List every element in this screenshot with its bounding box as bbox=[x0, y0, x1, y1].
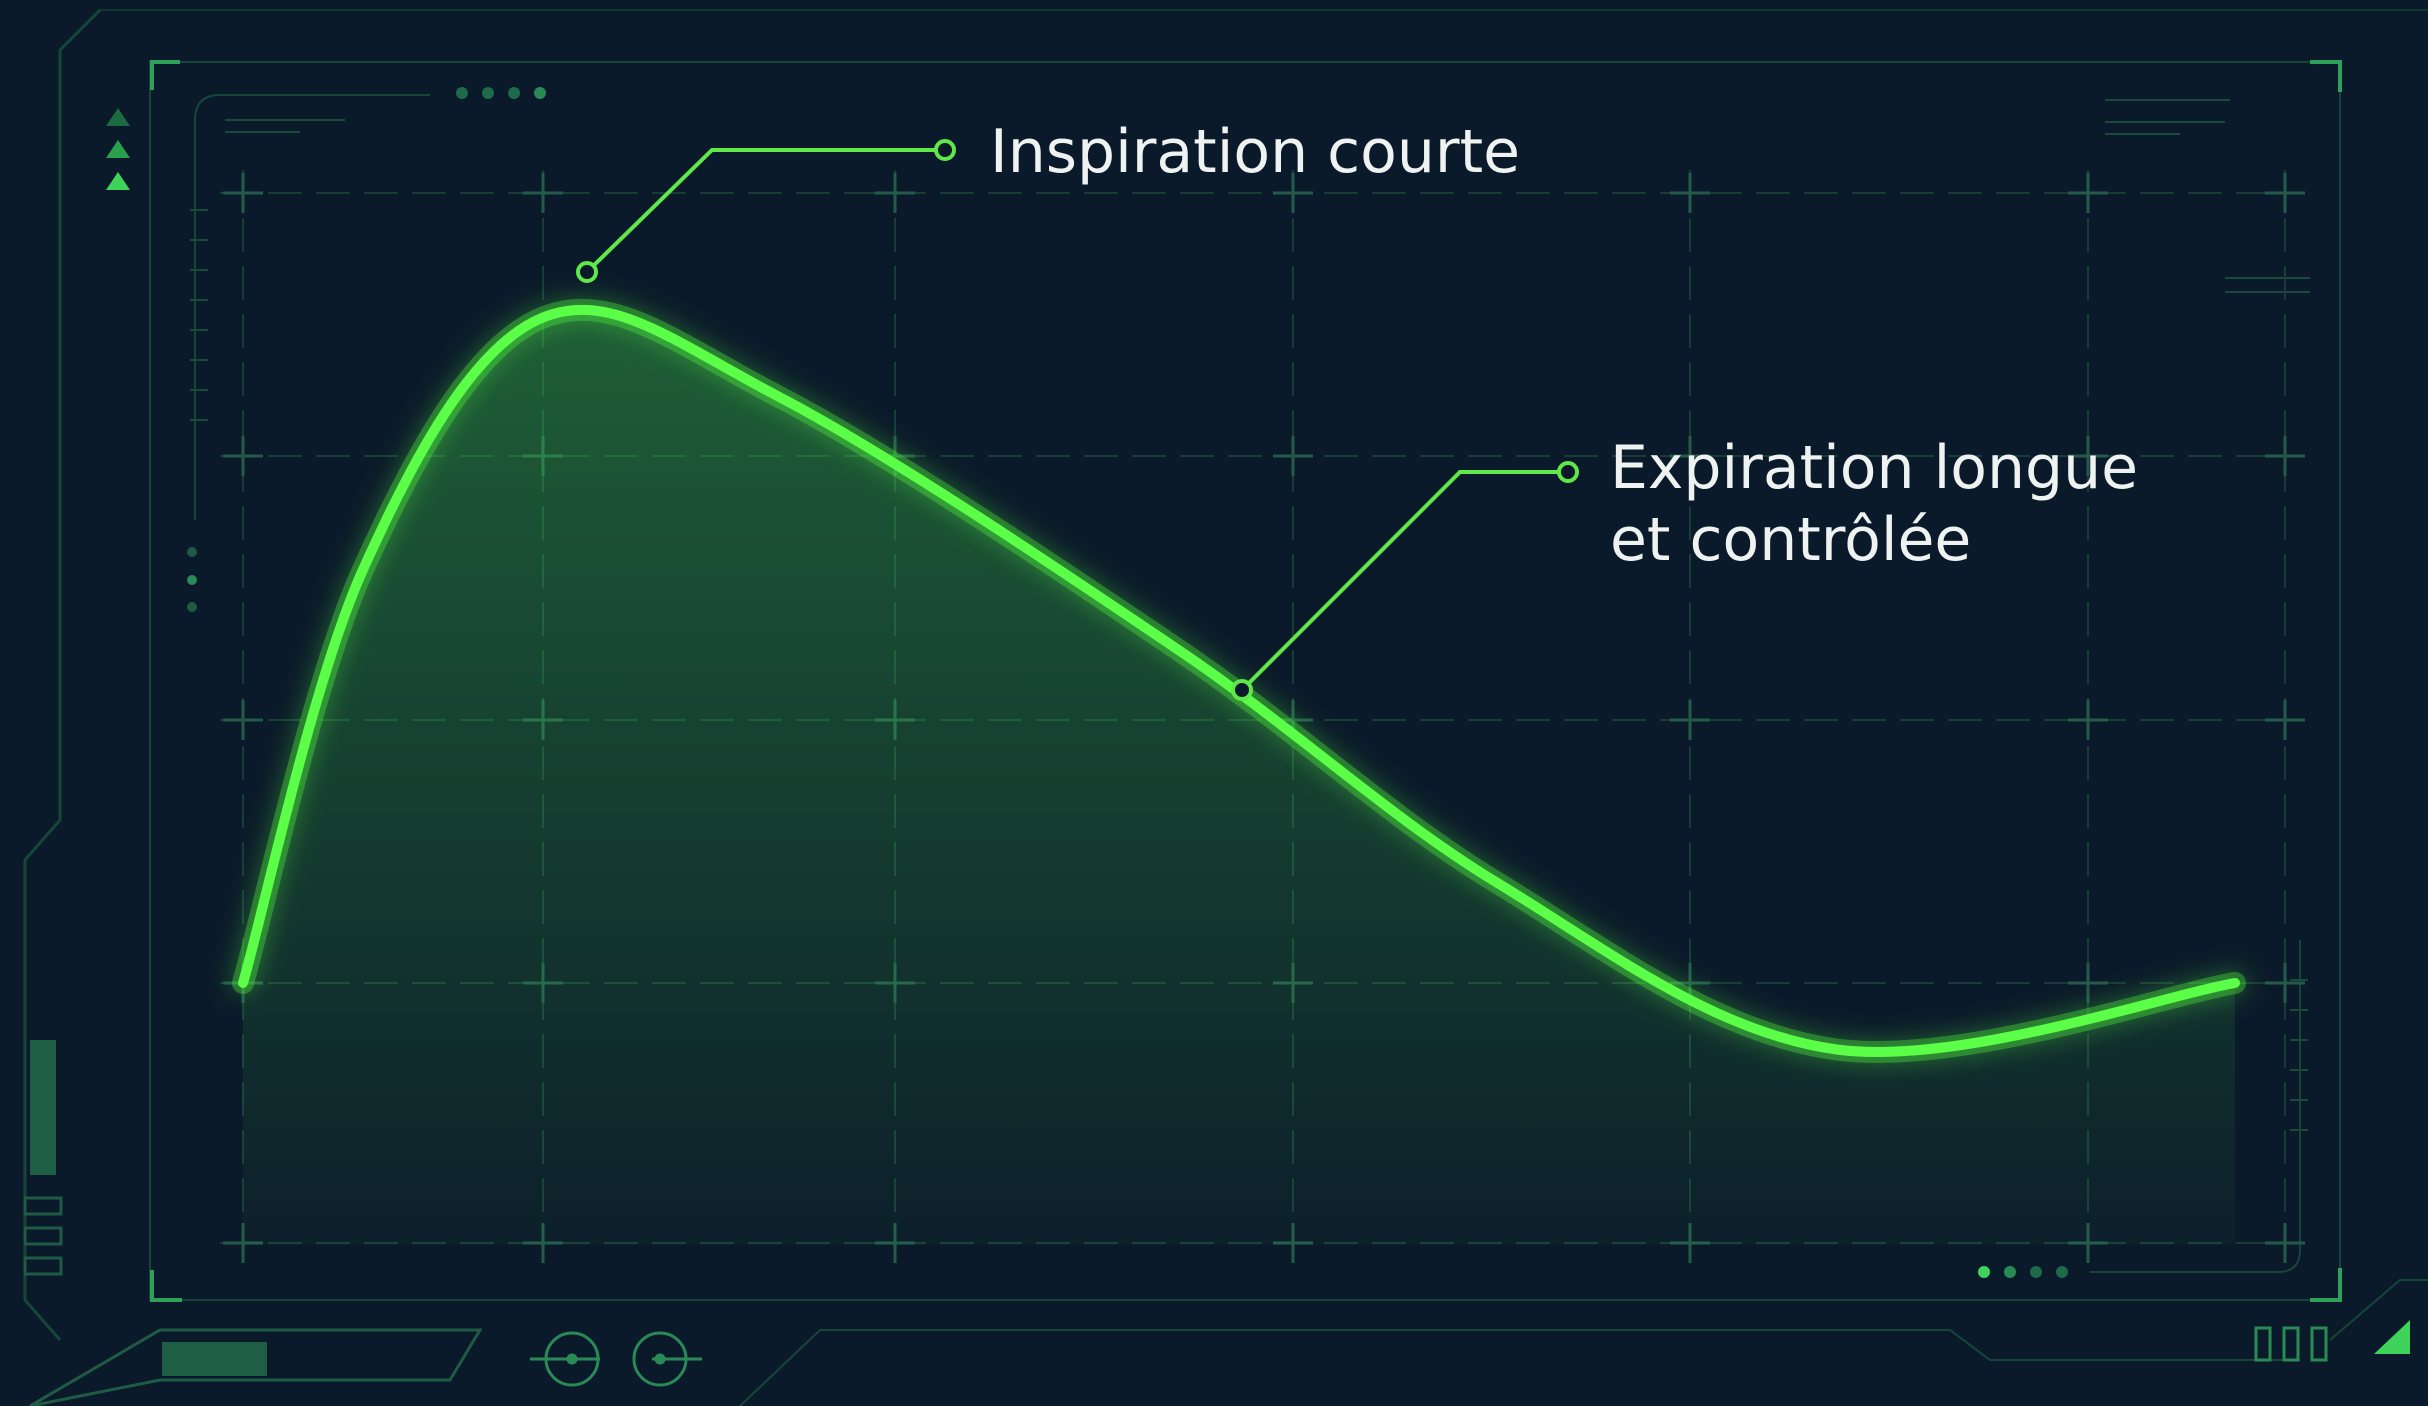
frame-corner-tr bbox=[2310, 60, 2342, 92]
grid-cross-6-3 bbox=[2265, 963, 2305, 1003]
timeline-icon-1 bbox=[530, 1331, 600, 1387]
grid-cross-6-2 bbox=[2265, 700, 2305, 740]
grid-cross-4-2 bbox=[1670, 700, 1710, 740]
triangle-icon-2 bbox=[106, 140, 130, 158]
annotation-leader-inspiration bbox=[576, 139, 956, 283]
grid-cross-5-0 bbox=[2068, 173, 2108, 213]
hud-frame bbox=[23, 8, 2428, 1406]
left-deco bbox=[23, 108, 267, 1376]
bottom-level-bar bbox=[162, 1342, 267, 1376]
right-slot-3 bbox=[2310, 1326, 2328, 1362]
side-level-bar bbox=[30, 1040, 56, 1175]
bottom-controls bbox=[530, 1320, 2410, 1387]
right-slot-2 bbox=[2282, 1326, 2300, 1362]
bottom-left-panel bbox=[29, 1328, 483, 1406]
bottom-dots bbox=[1978, 1266, 2068, 1278]
grid-cross-4-1 bbox=[1670, 436, 1710, 476]
series-area bbox=[243, 309, 2235, 1245]
side-dot-3 bbox=[187, 602, 197, 612]
side-slot-2 bbox=[23, 1226, 63, 1246]
grid-cross-6-4 bbox=[2265, 1223, 2305, 1263]
side-dot-2 bbox=[187, 575, 197, 585]
grid-cross-0-1 bbox=[223, 436, 263, 476]
grid-cross-0-0 bbox=[223, 173, 263, 213]
top-dots bbox=[456, 87, 546, 99]
grid-cross-0-2 bbox=[223, 700, 263, 740]
annotation-leader-expiration bbox=[1231, 461, 1579, 701]
grid-cross-1-0 bbox=[523, 173, 563, 213]
timeline-icon-2 bbox=[632, 1331, 702, 1387]
triangle-icon-3 bbox=[106, 172, 130, 190]
triangle-icon-1 bbox=[106, 108, 130, 126]
frame-corner-bl bbox=[150, 1270, 182, 1302]
corner-triangle-icon bbox=[2374, 1320, 2410, 1354]
grid-cross-5-2 bbox=[2068, 700, 2108, 740]
outer-left-line bbox=[23, 8, 102, 1341]
frame-corner-br bbox=[2310, 1268, 2342, 1302]
grid-cross-3-0 bbox=[1273, 173, 1313, 213]
side-slot-3 bbox=[23, 1256, 63, 1276]
annotation-expiration-line1: Expiration longue bbox=[1610, 433, 2138, 503]
right-slot-1 bbox=[2254, 1326, 2272, 1362]
side-slot-1 bbox=[23, 1196, 63, 1216]
annotation-expiration-line2: et contrôlée bbox=[1610, 505, 1971, 575]
series-line bbox=[238, 304, 2240, 1057]
grid-cross-6-1 bbox=[2265, 436, 2305, 476]
grid-cross-3-1 bbox=[1273, 436, 1313, 476]
grid-cross-4-0 bbox=[1670, 173, 1710, 213]
frame-inner-tl bbox=[194, 94, 430, 520]
grid-cross-6-0 bbox=[2265, 173, 2305, 213]
side-dot-1 bbox=[187, 547, 197, 557]
annotation-inspiration: Inspiration courte bbox=[990, 117, 1520, 187]
bottom-rail bbox=[739, 1329, 2300, 1406]
grid-cross-5-1 bbox=[2068, 436, 2108, 476]
readout-ticks bbox=[190, 99, 2310, 1131]
grid-cross-5-3 bbox=[2068, 963, 2108, 1003]
bottom-right-rail bbox=[2329, 1279, 2428, 1341]
frame-inner-br bbox=[2090, 940, 2301, 1273]
frame-corner-tl bbox=[150, 60, 180, 90]
grid-cross-2-0 bbox=[875, 173, 915, 213]
